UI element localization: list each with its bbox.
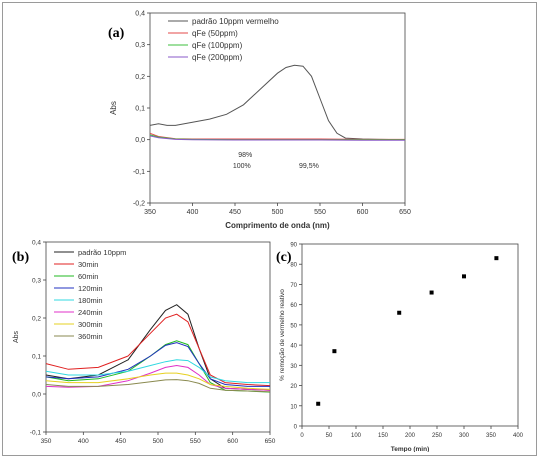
panel-label-c: (c) <box>276 250 292 265</box>
x-tick-label: 500 <box>272 209 284 216</box>
legend-label: padrão 10ppm <box>78 248 126 257</box>
panel-label-b: (b) <box>12 250 30 265</box>
y-tick-label: 90 <box>290 243 297 249</box>
y-tick-label: 40 <box>290 344 297 350</box>
legend-label: qFe (200ppm) <box>192 53 243 62</box>
data-point <box>397 310 402 315</box>
x-axis-label: Comprimento de onda (nm) <box>225 221 330 230</box>
plot-area <box>149 12 406 204</box>
panel-label-a: (a) <box>108 26 125 41</box>
y-tick-label: 0,1 <box>135 106 145 113</box>
series-line-0 <box>45 304 271 391</box>
legend-label: 300min <box>78 320 103 329</box>
x-tick-label: 400 <box>513 433 524 439</box>
x-tick-label: 0 <box>300 433 304 439</box>
x-tick-label: 500 <box>153 438 164 445</box>
data-point <box>332 349 337 354</box>
y-tick-label: 20 <box>290 384 297 390</box>
x-tick-label: 400 <box>78 438 89 445</box>
x-tick-label: 600 <box>357 209 369 216</box>
y-tick-label: 0,3 <box>135 42 145 49</box>
y-axis-label: % remoção de vermelho reativo <box>279 289 286 381</box>
legend-label: qFe (100ppm) <box>192 41 243 50</box>
x-tick-label: 250 <box>432 433 443 439</box>
series-line-1 <box>45 313 271 387</box>
y-tick-label: 0,2 <box>32 316 41 323</box>
series-line-7 <box>45 379 271 393</box>
legend-label: 240min <box>78 308 103 317</box>
annotation: 100% <box>233 163 251 170</box>
y-tick-label: -0,1 <box>30 430 42 437</box>
legend-label: 360min <box>78 332 103 341</box>
annotation: 99,5% <box>299 163 319 170</box>
x-tick-label: 550 <box>190 438 201 445</box>
x-tick-label: 100 <box>351 433 362 439</box>
plot-area <box>301 243 519 427</box>
legend-label: 30min <box>78 260 98 269</box>
y-axis-label: Abs <box>13 330 20 343</box>
series-line-2 <box>45 340 271 393</box>
y-tick-label: 0,0 <box>32 392 41 399</box>
y-tick-label: 0,4 <box>32 240 41 247</box>
series-line-3 <box>149 135 405 141</box>
y-tick-label: 0 <box>294 425 298 431</box>
x-tick-label: 200 <box>405 433 416 439</box>
y-tick-label: 50 <box>290 323 297 329</box>
y-axis-label: Abs <box>109 101 118 115</box>
y-tick-label: -0,1 <box>133 169 145 176</box>
x-tick-label: 150 <box>378 433 389 439</box>
annotation: 98% <box>238 152 252 159</box>
y-tick-label: 0,0 <box>135 137 145 144</box>
chart-c: 0 50 100 150 200 250 300 350 400 0 10 20 30 40 50 60 70 8… <box>279 243 524 453</box>
legend-label: 60min <box>78 272 98 281</box>
x-tick-label: 450 <box>115 438 126 445</box>
x-tick-label: 450 <box>229 209 241 216</box>
x-tick-label: 650 <box>399 209 411 216</box>
y-tick-label: 0,3 <box>32 278 41 285</box>
series-line-1 <box>149 132 405 140</box>
x-tick-label: 350 <box>144 209 156 216</box>
x-axis-label: Tempo (min) <box>391 446 430 452</box>
y-tick-label: -0,2 <box>133 201 145 208</box>
figure-frame <box>2 2 537 456</box>
y-tick-label: 80 <box>290 263 297 269</box>
x-tick-label: 550 <box>314 209 326 216</box>
y-tick-label: 30 <box>290 364 297 370</box>
y-tick-label: 70 <box>290 283 297 289</box>
y-tick-label: 10 <box>290 404 297 410</box>
data-point <box>462 274 466 279</box>
series-line-4 <box>45 359 270 384</box>
data-point <box>316 401 321 406</box>
y-tick-label: 60 <box>290 303 297 309</box>
y-tick-label: 0,4 <box>135 11 145 18</box>
x-tick-label: 350 <box>41 438 52 445</box>
data-point <box>494 256 499 261</box>
data-point <box>429 290 434 295</box>
x-tick-label: 650 <box>265 438 276 445</box>
series-line-3 <box>45 342 270 387</box>
legend-label: padrão 10ppm vermelho <box>192 17 279 26</box>
chart-b: 350 400 450 500 550 600 650 -0,1 0,0 0,1 0,2 0,3 0,4… <box>13 240 276 446</box>
x-tick-label: 300 <box>459 433 470 439</box>
y-tick-label: 0,1 <box>32 354 41 361</box>
x-tick-label: 600 <box>227 438 238 445</box>
series-line-6 <box>45 372 271 390</box>
legend-label: qFe (50ppm) <box>192 29 238 38</box>
series-line-0 <box>149 64 406 141</box>
chart-a: 350 400 450 500 550 600 650 -0,2 -0,1 0,0 0,1 0,2 0,… <box>109 11 411 231</box>
x-tick-label: 350 <box>486 433 497 439</box>
legend-label: 120min <box>78 284 103 293</box>
legend-label: 180min <box>78 296 103 305</box>
y-tick-label: 0,2 <box>135 74 145 81</box>
x-tick-label: 50 <box>326 433 333 439</box>
x-tick-label: 400 <box>187 209 199 216</box>
